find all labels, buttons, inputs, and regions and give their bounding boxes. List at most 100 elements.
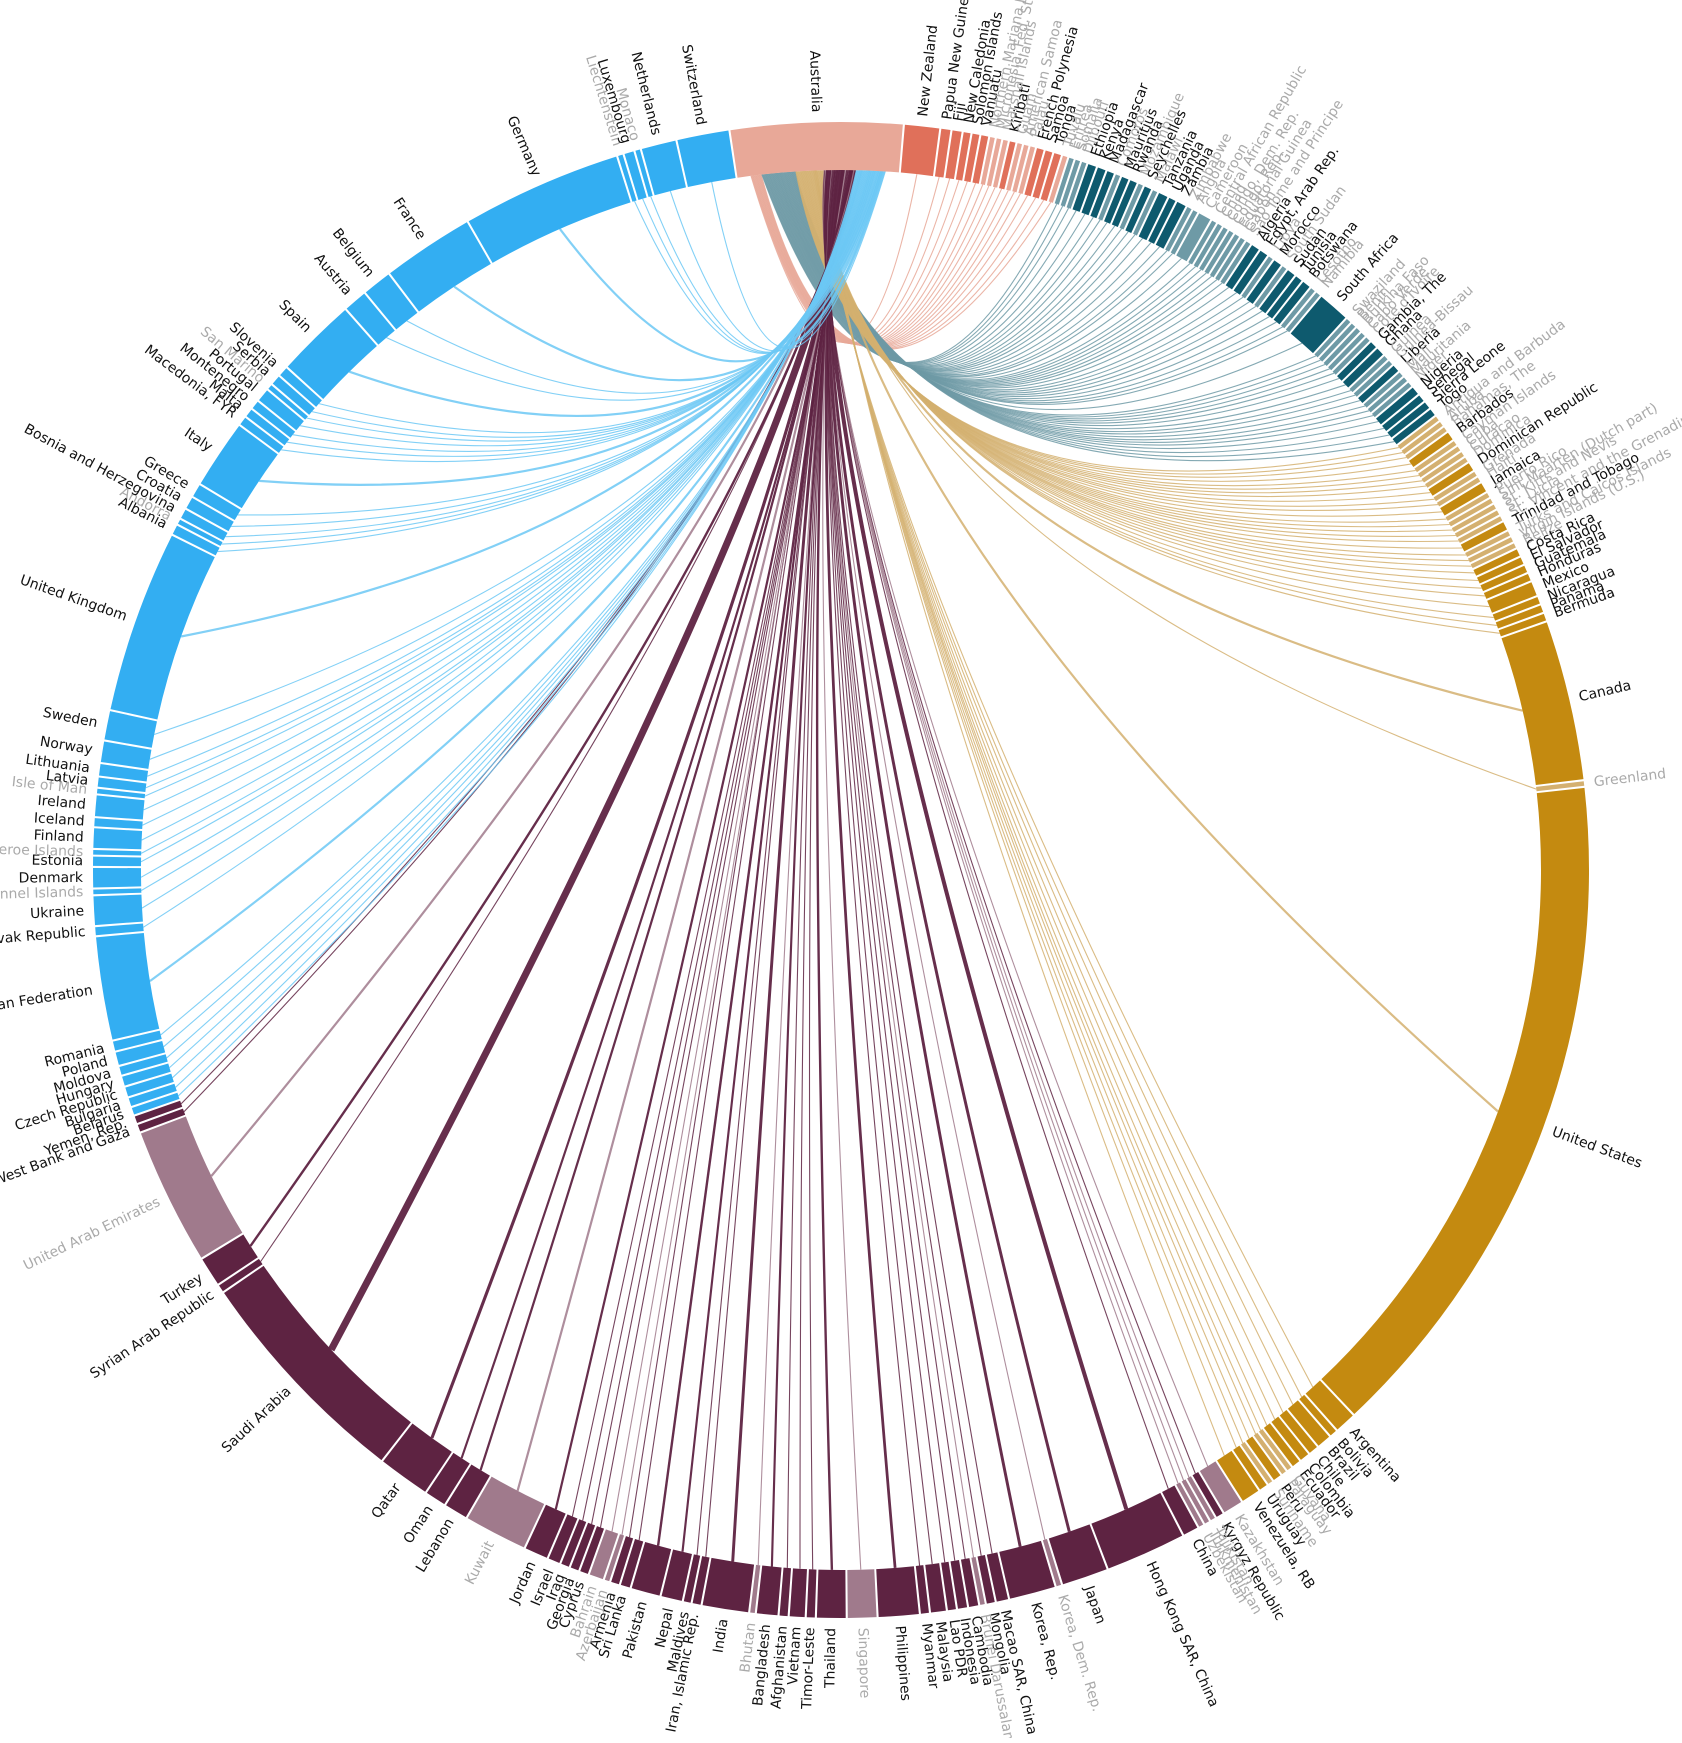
arc-tonga[interactable] bbox=[1040, 153, 1061, 201]
arc-suriname[interactable] bbox=[1240, 1441, 1273, 1484]
arc-france[interactable] bbox=[390, 222, 491, 312]
arc-cayman-islands[interactable] bbox=[1414, 441, 1457, 473]
arc-romania[interactable] bbox=[112, 1030, 162, 1051]
arc-bahamas-the[interactable] bbox=[1405, 427, 1447, 460]
arc-san-marino[interactable] bbox=[268, 385, 308, 420]
arc-australia[interactable] bbox=[730, 122, 903, 178]
arc-south-africa[interactable] bbox=[1290, 296, 1346, 354]
arc-timor-leste[interactable] bbox=[806, 1569, 817, 1618]
arc-kyrgyz-republic[interactable] bbox=[1192, 1472, 1223, 1517]
arc-belize[interactable] bbox=[1470, 543, 1516, 569]
arc-united-kingdom[interactable] bbox=[110, 535, 215, 720]
arc-liechtenstein[interactable] bbox=[618, 154, 637, 202]
arc-bulgaria[interactable] bbox=[128, 1083, 177, 1107]
arc-kiribati[interactable] bbox=[999, 141, 1016, 190]
arc-mali[interactable] bbox=[1363, 372, 1403, 408]
arc-burkina-faso[interactable] bbox=[1323, 328, 1361, 366]
arc-ecuador[interactable] bbox=[1263, 1423, 1300, 1467]
arc-sweden[interactable] bbox=[104, 711, 157, 748]
arc-qatar[interactable] bbox=[383, 1423, 452, 1492]
arc-comoros[interactable] bbox=[1098, 174, 1121, 221]
arc-panama[interactable] bbox=[1495, 605, 1544, 629]
arc-benin[interactable] bbox=[1319, 323, 1356, 362]
arc-poland[interactable] bbox=[115, 1040, 166, 1065]
arc-brunei-darussalam[interactable] bbox=[971, 1556, 985, 1605]
arc-morocco[interactable] bbox=[1246, 260, 1281, 304]
arc-korea-rep[interactable] bbox=[999, 1540, 1055, 1599]
arc-cambodia[interactable] bbox=[960, 1558, 979, 1607]
arc-aruba[interactable] bbox=[1401, 422, 1443, 455]
arc-northern-mariana-islands[interactable] bbox=[980, 137, 995, 185]
arc-macedonia-fyr[interactable] bbox=[240, 417, 284, 453]
arc-finland[interactable] bbox=[93, 828, 143, 850]
arc-slovenia[interactable] bbox=[280, 368, 322, 407]
arc-dominican-republic[interactable] bbox=[1428, 463, 1474, 496]
arc-ethiopia[interactable] bbox=[1072, 164, 1096, 212]
arc-bahrain[interactable] bbox=[589, 1529, 619, 1580]
arc-bangladesh[interactable] bbox=[756, 1565, 782, 1616]
arc-luxembourg[interactable] bbox=[624, 151, 647, 200]
arc-ireland[interactable] bbox=[94, 795, 145, 820]
arc-uganda[interactable] bbox=[1148, 197, 1176, 244]
arc-french-polynesia[interactable] bbox=[1024, 148, 1044, 197]
arc-macao-sar-china[interactable] bbox=[986, 1552, 1009, 1602]
arc-germany[interactable] bbox=[468, 156, 631, 263]
arc-latvia[interactable] bbox=[97, 777, 147, 793]
arc-cabo-verde[interactable] bbox=[1328, 332, 1365, 371]
arc-argentina[interactable] bbox=[1305, 1380, 1353, 1430]
arc-malta[interactable] bbox=[246, 409, 290, 446]
arc-india[interactable] bbox=[702, 1557, 755, 1613]
arc-brazil[interactable] bbox=[1287, 1400, 1330, 1446]
arc-andorra[interactable] bbox=[177, 519, 223, 546]
arc-oman[interactable] bbox=[426, 1452, 470, 1505]
arc-yemen-rep[interactable] bbox=[134, 1100, 183, 1124]
arc-seychelles[interactable] bbox=[1125, 186, 1152, 233]
arc-turks-and-caicos-islands[interactable] bbox=[1465, 531, 1511, 557]
arc-mauritius[interactable] bbox=[1104, 176, 1129, 224]
arc-eritrea[interactable] bbox=[1054, 157, 1074, 205]
arc-rwanda[interactable] bbox=[1111, 180, 1137, 228]
arc-mongolia[interactable] bbox=[977, 1555, 995, 1604]
arc-spain[interactable] bbox=[287, 310, 377, 399]
arc-philippines[interactable] bbox=[876, 1566, 919, 1618]
arc-cuba[interactable] bbox=[1418, 446, 1461, 478]
arc-bolivia[interactable] bbox=[1299, 1394, 1336, 1436]
arc-marshall-islands[interactable] bbox=[992, 139, 1008, 188]
arc-uruguay[interactable] bbox=[1233, 1445, 1267, 1490]
arc-barbados[interactable] bbox=[1408, 432, 1453, 468]
arc-jamaica[interactable] bbox=[1440, 483, 1486, 516]
arc-syrian-arab-republic[interactable] bbox=[219, 1258, 263, 1292]
arc-algeria[interactable] bbox=[1225, 245, 1259, 290]
arc-gabon[interactable] bbox=[1215, 237, 1245, 281]
arc-puerto-rico[interactable] bbox=[1445, 493, 1490, 521]
arc-kenya[interactable] bbox=[1081, 167, 1106, 216]
arc-el-salvador[interactable] bbox=[1476, 557, 1524, 584]
arc-netherlands[interactable] bbox=[641, 140, 686, 196]
arc-liberia[interactable] bbox=[1358, 365, 1399, 403]
arc-italy[interactable] bbox=[200, 425, 278, 509]
arc-madagascar[interactable] bbox=[1090, 171, 1114, 219]
arc-somalia[interactable] bbox=[1060, 159, 1081, 207]
arc-ghana[interactable] bbox=[1342, 348, 1383, 388]
arc-thailand[interactable] bbox=[816, 1569, 846, 1619]
arc-cyprus[interactable] bbox=[580, 1526, 605, 1574]
arc-paraguay[interactable] bbox=[1253, 1432, 1286, 1475]
arc-mozambique[interactable] bbox=[1119, 183, 1143, 230]
arc-serbia[interactable] bbox=[272, 376, 315, 415]
arc-nicaragua[interactable] bbox=[1492, 597, 1540, 621]
arc-cameroon[interactable] bbox=[1176, 213, 1211, 262]
arc-gambia-the[interactable] bbox=[1337, 342, 1376, 381]
arc-hungary[interactable] bbox=[122, 1063, 171, 1086]
arc-micronesia-fed-sts[interactable] bbox=[986, 138, 1002, 187]
arc-portugal[interactable] bbox=[259, 390, 304, 431]
arc-slovak-republic[interactable] bbox=[95, 923, 144, 936]
arc-guyana[interactable] bbox=[1258, 1429, 1292, 1471]
arc-sao-tome-and-principe[interactable] bbox=[1220, 241, 1251, 285]
arc-canada[interactable] bbox=[1501, 622, 1584, 785]
arc-ukraine[interactable] bbox=[93, 894, 143, 926]
arc-singapore[interactable] bbox=[847, 1569, 877, 1618]
arc-venezuela-rb[interactable] bbox=[1217, 1450, 1259, 1501]
arc-niger[interactable] bbox=[1371, 382, 1412, 418]
arc-iraq[interactable] bbox=[561, 1519, 587, 1567]
arc-guinea[interactable] bbox=[1349, 355, 1388, 393]
